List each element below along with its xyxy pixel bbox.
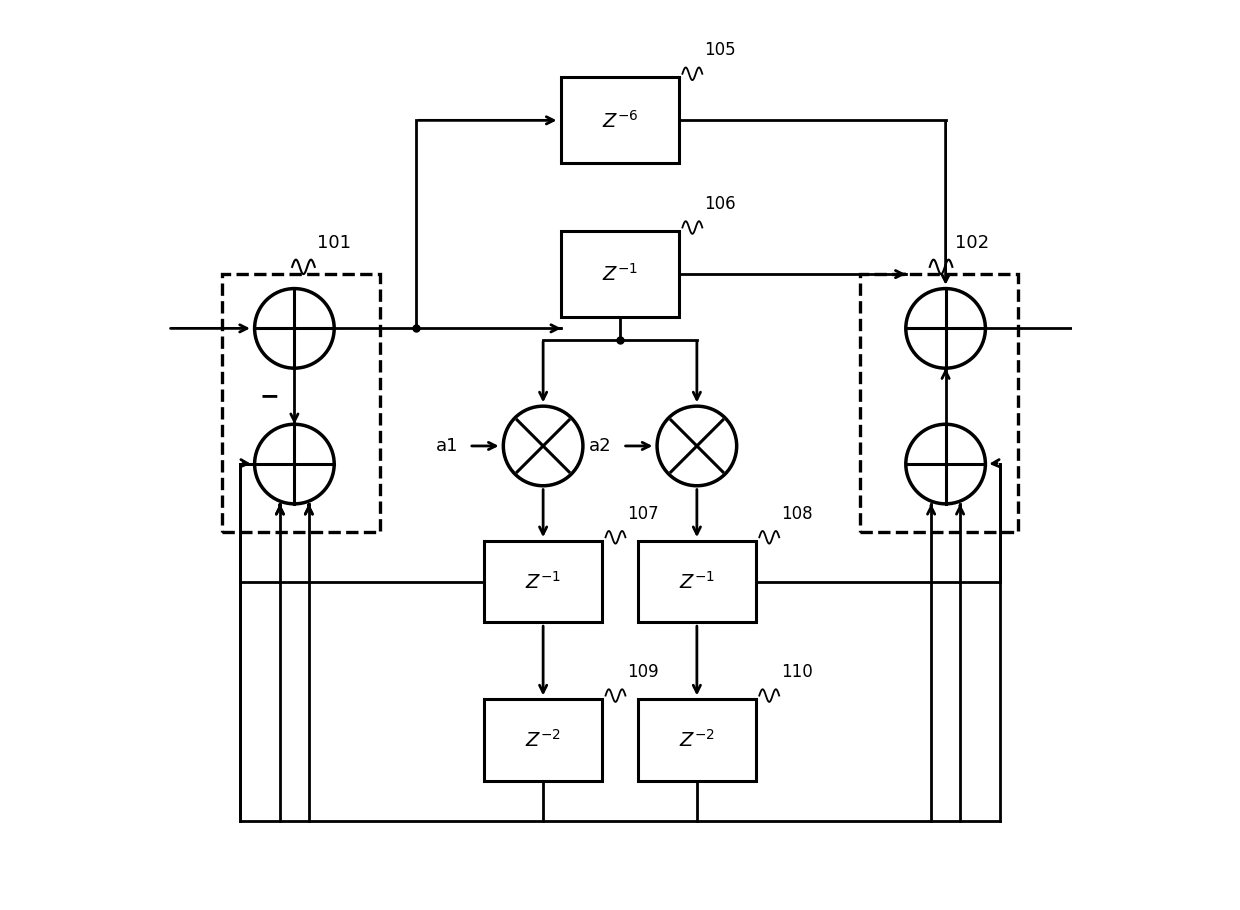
Text: $Z^{-2}$: $Z^{-2}$ (526, 729, 560, 751)
Text: 107: 107 (627, 505, 658, 523)
Text: 106: 106 (704, 195, 735, 213)
Text: $Z^{-1}$: $Z^{-1}$ (603, 263, 637, 285)
Text: $Z^{-1}$: $Z^{-1}$ (526, 571, 560, 592)
Text: a1: a1 (435, 437, 458, 455)
Text: 101: 101 (317, 234, 351, 251)
Bar (485, 541, 601, 622)
Text: 105: 105 (704, 41, 735, 59)
Text: a2: a2 (589, 437, 611, 455)
Bar (639, 699, 755, 781)
Bar (562, 77, 678, 163)
Text: −: − (259, 384, 279, 409)
Text: $Z^{-2}$: $Z^{-2}$ (680, 729, 714, 751)
Bar (639, 541, 755, 622)
Text: 110: 110 (781, 663, 812, 681)
Text: 109: 109 (627, 663, 658, 681)
Text: $Z^{-1}$: $Z^{-1}$ (680, 571, 714, 592)
Bar (485, 699, 601, 781)
Text: $Z^{-6}$: $Z^{-6}$ (601, 109, 639, 131)
Bar (562, 231, 678, 317)
Text: 108: 108 (781, 505, 812, 523)
Text: 102: 102 (955, 234, 990, 251)
